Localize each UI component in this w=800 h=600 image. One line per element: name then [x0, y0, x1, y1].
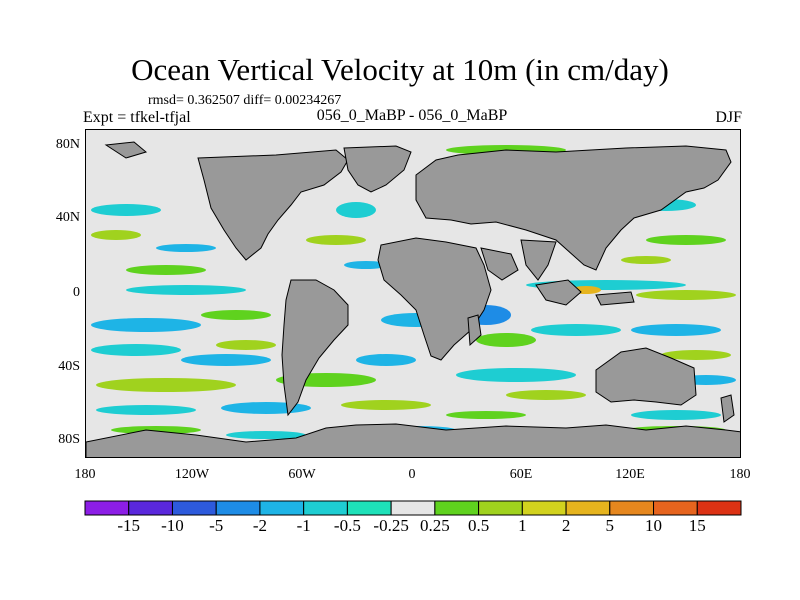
colorbar-label: -1: [296, 516, 311, 535]
y-tick-label: 0: [73, 285, 80, 300]
land-new-zealand: [720, 394, 735, 423]
colorbar-label: 0.25: [419, 516, 450, 535]
land-south-america: [281, 279, 349, 417]
season-label: DJF: [715, 109, 742, 126]
colorbar-swatch: [696, 500, 742, 516]
colorbar: [84, 500, 742, 516]
colorbar-swatch: [171, 500, 217, 516]
colorbar-swatch: [434, 500, 480, 516]
stats-text: rmsd= 0.362507 diff= 0.00234267: [148, 93, 342, 108]
map-plot-area: [85, 129, 741, 458]
colorbar-swatch: [84, 500, 130, 516]
x-tick-label: 120E: [615, 467, 645, 482]
colorbar-swatch: [521, 500, 567, 516]
land-north-america: [197, 149, 349, 261]
x-tick-label: 60W: [288, 467, 316, 482]
land-india: [520, 239, 557, 281]
colorbar-label: -2: [252, 516, 267, 535]
land-arabia: [480, 247, 519, 281]
colorbar-label: -5: [209, 516, 224, 535]
colorbar-label: 2: [561, 516, 571, 535]
land-australia: [595, 347, 697, 406]
colorbar-swatch: [565, 500, 611, 516]
colorbar-swatch: [346, 500, 392, 516]
y-tick-label: 40N: [55, 210, 80, 225]
colorbar-label: -10: [161, 516, 184, 535]
land-se-asia: [535, 279, 582, 306]
land-madagascar: [467, 314, 482, 347]
colorbar-label: -0.5: [333, 516, 361, 535]
colorbar-label: 5: [605, 516, 615, 535]
land-arctic-islands: [104, 141, 148, 159]
x-tick-label: 60E: [509, 467, 533, 482]
experiment-label: Expt = tfkel-tfjal: [83, 109, 191, 126]
colorbar-swatch: [303, 500, 348, 516]
colorbar-swatch: [478, 500, 523, 516]
land-antarctica: [86, 423, 740, 457]
land-greenland: [343, 145, 412, 193]
y-tick-label: 80S: [58, 432, 80, 447]
land-masses: [86, 141, 740, 457]
colorbar-swatch: [128, 500, 173, 516]
land-eurasia: [415, 145, 732, 271]
colorbar-label: -0.25: [373, 516, 409, 535]
colorbar-swatch: [215, 500, 261, 516]
colorbar-swatch: [259, 500, 305, 516]
x-tick-label: 120W: [174, 467, 210, 482]
land-new-guinea: [595, 291, 635, 306]
colorbar-swatch: [390, 500, 436, 516]
colorbar-label: 0.5: [467, 516, 490, 535]
x-tick-label: 0: [408, 467, 416, 482]
colorbar-label: -15: [117, 516, 141, 535]
colorbar-swatch: [609, 500, 655, 516]
x-tick-label: 180: [74, 467, 96, 482]
map-canvas: [86, 141, 740, 457]
y-tick-label: 40S: [58, 359, 80, 374]
x-tick-label: 180: [729, 467, 751, 482]
plot-title: Ocean Vertical Velocity at 10m (in cm/da…: [131, 52, 669, 87]
colorbar-label: 15: [688, 516, 706, 535]
runs-label: 056_0_MaBP - 056_0_MaBP: [316, 107, 508, 124]
colorbar-label: 10: [645, 516, 663, 535]
land-africa: [377, 237, 492, 361]
colorbar-swatch: [653, 500, 698, 516]
y-tick-label: 80N: [55, 137, 80, 152]
colorbar-label: 1: [518, 516, 527, 535]
